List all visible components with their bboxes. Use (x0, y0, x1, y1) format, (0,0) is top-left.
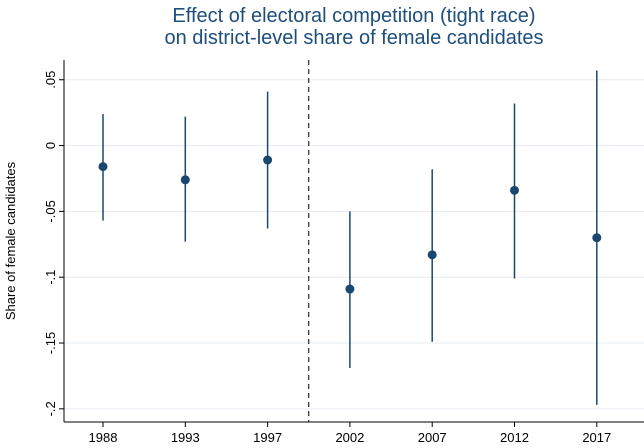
x-tick-label: 1997 (253, 430, 282, 445)
y-tick-labels: .05 0 -.05 -.1 -.15 -.2 (43, 71, 64, 416)
chart-title-line-1: Effect of electoral competition (tight r… (172, 5, 535, 27)
x-tick-label: 2007 (418, 430, 447, 445)
x-tick-label: 1988 (89, 430, 118, 445)
chart-title: Effect of electoral competition (tight r… (164, 5, 543, 49)
gridlines (64, 79, 644, 410)
y-tick-label: 0 (43, 142, 58, 149)
point-estimate-1993 (180, 175, 190, 185)
y-tick-label: .05 (43, 71, 58, 89)
y-tick-label: -.05 (43, 200, 58, 222)
chart-title-line-2: on district-level share of female candid… (164, 27, 543, 49)
point-estimate-2002 (345, 284, 355, 294)
x-tick-label: 1993 (171, 430, 200, 445)
x-tick-labels: 1988 1993 1997 2002 2007 2012 2017 (89, 422, 611, 445)
y-tick-label: -.2 (43, 401, 58, 416)
y-axis-label: Share of female candidates (3, 161, 18, 320)
y-tick-label: -.1 (43, 270, 58, 285)
point-estimate-2007 (427, 250, 437, 260)
x-tick-label: 2012 (500, 430, 529, 445)
y-tick-label: -.15 (43, 332, 58, 354)
confidence-intervals (102, 70, 598, 405)
x-tick-label: 2017 (582, 430, 611, 445)
point-estimate-2012 (510, 185, 519, 195)
x-tick-label: 2002 (335, 430, 364, 445)
axes (63, 60, 644, 423)
point-estimates (98, 155, 602, 294)
point-estimate-1997 (263, 155, 273, 165)
point-estimate-1988 (98, 162, 108, 172)
point-estimate-2017 (592, 233, 602, 243)
